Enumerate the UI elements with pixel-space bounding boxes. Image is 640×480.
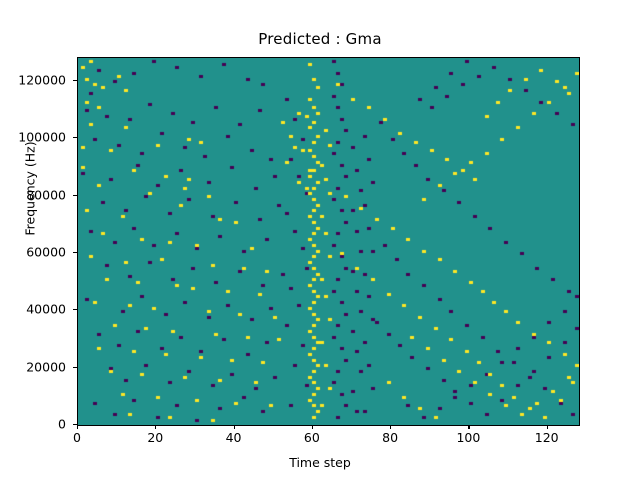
y-tick-mark: [73, 137, 77, 139]
y-tick-label: 120000: [18, 72, 66, 88]
y-tick-label: 80000: [26, 187, 66, 203]
x-tick-label: 120: [534, 430, 559, 445]
heatmap-image: [78, 58, 579, 425]
y-tick-mark: [73, 366, 77, 368]
heatmap-axes: [77, 57, 580, 426]
y-tick-mark: [73, 309, 77, 311]
y-tick-mark: [73, 194, 77, 196]
y-tick-mark: [73, 424, 77, 426]
x-axis-label: Time step: [289, 455, 351, 470]
x-tick-mark: [233, 425, 235, 429]
y-tick-label: 100000: [18, 129, 66, 145]
y-axis-label: Frequency (Hz): [22, 141, 38, 236]
x-tick-mark: [155, 425, 157, 429]
x-tick-mark: [311, 425, 313, 429]
x-tick-mark: [390, 425, 392, 429]
x-tick-mark: [546, 425, 548, 429]
x-tick-label: 60: [303, 430, 320, 445]
y-tick-mark: [73, 251, 77, 254]
chart-title: Predicted : Gma: [258, 30, 382, 48]
x-tick-label: 20: [147, 430, 164, 445]
y-tick-label: 0: [58, 416, 66, 432]
x-tick-mark: [468, 425, 470, 429]
x-tick-mark: [77, 425, 79, 429]
x-tick-label: 100: [456, 430, 481, 445]
x-tick-label: 0: [73, 430, 81, 445]
y-tick-label: 60000: [26, 244, 66, 260]
y-tick-label: 20000: [26, 359, 66, 375]
x-tick-label: 40: [225, 430, 242, 445]
x-tick-label: 80: [382, 430, 399, 445]
y-tick-label: 40000: [26, 301, 66, 317]
y-tick-mark: [73, 79, 77, 82]
